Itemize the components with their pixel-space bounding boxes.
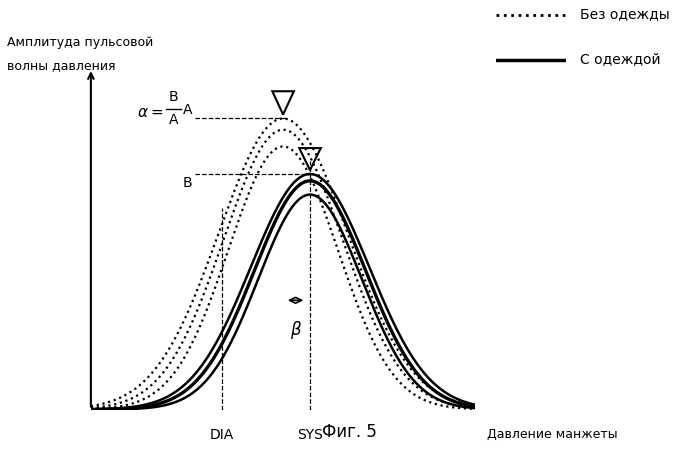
Text: волны давления: волны давления [7,59,115,72]
Text: Давление манжеты: Давление манжеты [487,428,617,441]
Text: Амплитуда пульсовой: Амплитуда пульсовой [7,36,153,50]
Text: С одеждой: С одеждой [580,52,661,66]
Text: B: B [168,90,178,104]
Text: Без одежды: Без одежды [580,7,670,20]
Text: Фиг. 5: Фиг. 5 [322,423,377,441]
Text: $\alpha =$: $\alpha =$ [137,105,163,120]
Text: B: B [183,176,193,190]
Text: A: A [183,103,193,117]
Text: $\beta$: $\beta$ [289,319,302,341]
Text: DIA: DIA [210,428,233,442]
Text: A: A [168,113,178,127]
Text: SYS: SYS [297,428,323,442]
